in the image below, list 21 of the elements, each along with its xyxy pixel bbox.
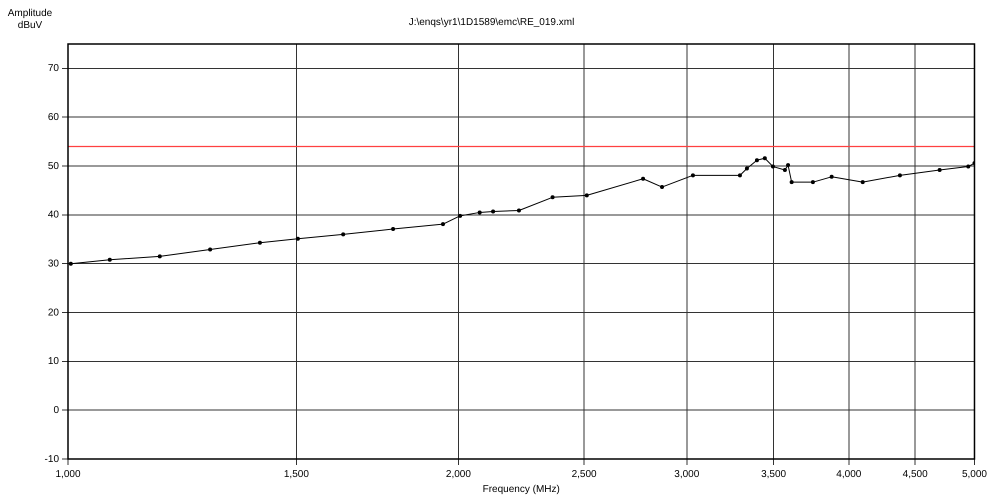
x-tick-label: 2,500: [572, 468, 598, 480]
x-tick-label: 3,500: [761, 468, 787, 480]
y-axis-title: Amplitude dBuV: [6, 8, 54, 32]
y-tick-label: 70: [48, 63, 60, 74]
x-tick-label: 1,500: [284, 468, 310, 480]
y-tick-label: 0: [53, 404, 60, 416]
x-axis-title: Frequency (MHz): [482, 484, 560, 495]
y-tick-label: 30: [48, 258, 60, 270]
y-tick-label: 50: [48, 160, 60, 172]
x-tick-label: 4,500: [902, 468, 928, 480]
y-tick-label: -10: [44, 454, 60, 465]
x-tick-label: 2,000: [446, 468, 472, 480]
chart-title: J:\enqs\yr1\1D1589\emc\RE_019.xml: [408, 16, 574, 28]
x-tick-label: 5,000: [962, 468, 988, 480]
x-tick-label: 3,000: [674, 468, 700, 480]
y-tick-label: 60: [48, 112, 60, 123]
x-tick-label: 1,000: [55, 468, 81, 480]
y-tick-label: 40: [48, 210, 60, 221]
x-tick-label: 4,000: [836, 468, 862, 480]
y-tick-label: 10: [48, 356, 60, 368]
y-tick-label: 20: [48, 307, 60, 318]
